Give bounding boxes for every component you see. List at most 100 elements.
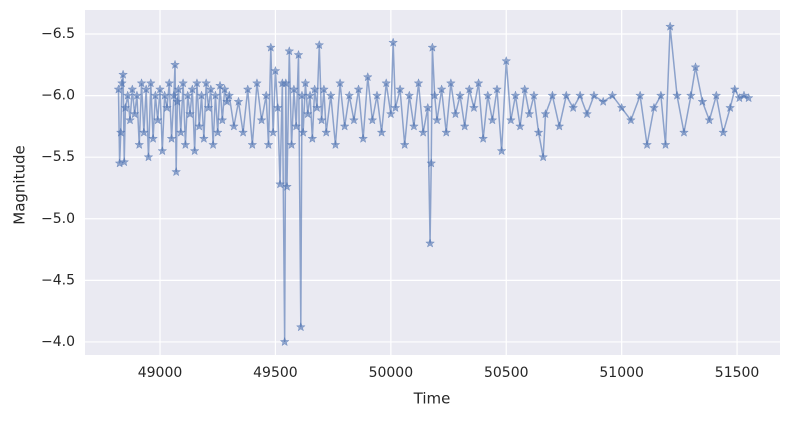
- data-point: [381, 78, 392, 88]
- data-point: [468, 102, 479, 113]
- data-point: [318, 84, 329, 94]
- data-point: [242, 84, 253, 94]
- data-point: [660, 139, 671, 150]
- data-point: [224, 90, 235, 100]
- data-point: [335, 78, 346, 88]
- data-point: [115, 127, 126, 137]
- data-point: [118, 69, 129, 79]
- y-tick-label: −5.0: [41, 211, 75, 227]
- data-point: [425, 238, 436, 248]
- data-point: [185, 108, 195, 119]
- data-point: [554, 121, 565, 131]
- data-point: [187, 84, 198, 94]
- data-point: [191, 78, 202, 88]
- data-point: [316, 115, 327, 125]
- data-point: [388, 37, 399, 47]
- data-point: [131, 90, 142, 100]
- x-tick-label: 50500: [484, 365, 529, 381]
- data-point: [307, 133, 318, 143]
- data-point: [196, 90, 207, 100]
- data-point: [252, 78, 262, 88]
- data-point: [136, 78, 147, 88]
- data-point: [459, 121, 470, 131]
- data-point: [291, 121, 302, 131]
- data-point: [325, 90, 336, 100]
- x-tick-label: 49500: [253, 365, 298, 381]
- data-point: [372, 90, 382, 100]
- data-point: [690, 62, 701, 72]
- data-point: [432, 115, 442, 125]
- data-point: [164, 78, 175, 88]
- data-point: [625, 115, 636, 125]
- data-point: [519, 84, 530, 94]
- data-point: [261, 90, 272, 100]
- data-point: [482, 90, 493, 100]
- data-point: [189, 145, 200, 156]
- data-point: [515, 121, 526, 131]
- data-point: [161, 102, 172, 113]
- data-point: [413, 78, 424, 88]
- data-point: [496, 145, 507, 156]
- data-point: [217, 115, 228, 125]
- data-point: [143, 151, 154, 162]
- data-point: [450, 108, 461, 119]
- data-point: [194, 121, 205, 131]
- data-point: [265, 42, 276, 52]
- data-point: [441, 127, 452, 137]
- data-point: [288, 84, 299, 94]
- data-point: [429, 90, 440, 100]
- data-point: [309, 84, 320, 94]
- data-point: [353, 84, 364, 94]
- data-point: [247, 139, 258, 150]
- data-point: [395, 84, 406, 94]
- data-point: [228, 121, 239, 131]
- data-point: [492, 84, 502, 94]
- data-point: [725, 102, 736, 113]
- data-point: [203, 102, 214, 113]
- data-point: [113, 84, 124, 94]
- data-point: [286, 139, 297, 150]
- data-point: [168, 90, 179, 100]
- data-point: [300, 78, 311, 88]
- data-point: [665, 21, 676, 31]
- data-point: [270, 65, 281, 76]
- data-point: [173, 84, 184, 94]
- data-point: [201, 78, 212, 88]
- data-point: [743, 92, 754, 103]
- data-point: [148, 133, 159, 143]
- data-point: [233, 96, 244, 106]
- data-point: [575, 90, 586, 100]
- data-point: [427, 42, 438, 52]
- data-point: [487, 115, 498, 125]
- data-point: [385, 108, 396, 119]
- data-point: [172, 96, 183, 106]
- data-point: [582, 108, 592, 119]
- y-tick-label: −4.5: [41, 272, 75, 288]
- data-point: [178, 78, 189, 88]
- data-point: [116, 78, 127, 88]
- data-point: [501, 55, 512, 66]
- data-point: [589, 90, 599, 100]
- data-point: [473, 78, 484, 88]
- data-point: [312, 102, 322, 113]
- x-tick-label: 51500: [715, 365, 760, 381]
- y-axis-label: Magnitude: [11, 145, 29, 224]
- data-point: [221, 96, 232, 106]
- data-point: [711, 90, 722, 100]
- data-point: [655, 90, 666, 100]
- data-point: [635, 90, 646, 100]
- data-point: [134, 139, 145, 150]
- data-point: [729, 84, 740, 94]
- data-point: [339, 121, 350, 131]
- data-point: [166, 133, 177, 143]
- data-point: [344, 90, 355, 100]
- data-point: [426, 158, 437, 168]
- data-point: [282, 181, 292, 191]
- data-point: [561, 90, 572, 100]
- data-point: [238, 127, 249, 137]
- data-point: [598, 96, 609, 106]
- data-point: [175, 127, 186, 137]
- data-point: [321, 127, 332, 137]
- data-point: [704, 115, 715, 125]
- data-point: [119, 156, 130, 167]
